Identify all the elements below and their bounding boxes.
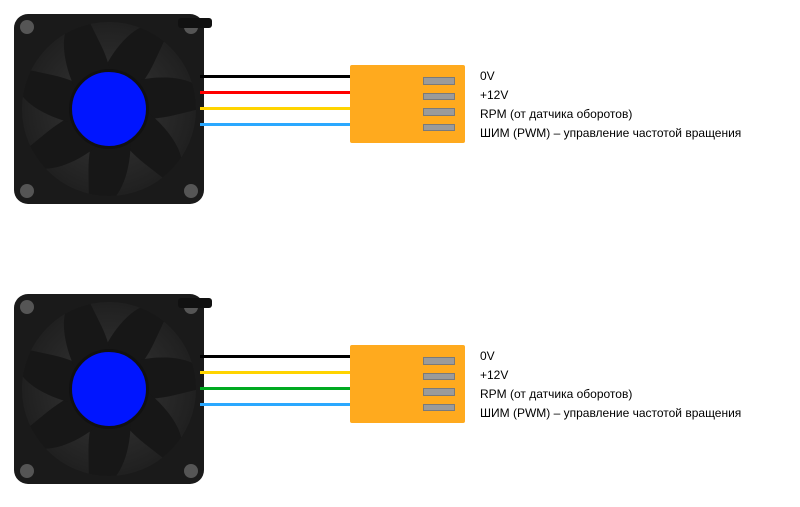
fan-mount-hole xyxy=(20,464,34,478)
connector-pin xyxy=(423,404,455,412)
connector-pin xyxy=(423,373,455,381)
wire-bottom-3 xyxy=(200,403,354,406)
pin-label: 0V xyxy=(480,349,741,363)
pin-label: ШИМ (PWM) – управление частотой вращения xyxy=(480,406,741,420)
fan-hub xyxy=(69,69,149,149)
connector-pins xyxy=(423,353,455,415)
fan-mount-hole xyxy=(20,184,34,198)
wire-top-3 xyxy=(200,123,354,126)
pin-label: ШИМ (PWM) – управление частотой вращения xyxy=(480,126,741,140)
fan-top xyxy=(14,14,204,204)
connector-pin xyxy=(423,93,455,101)
connector-pin xyxy=(423,124,455,132)
pin-label: RPM (от датчика оборотов) xyxy=(480,107,741,121)
wire-bottom-2 xyxy=(200,387,354,390)
connector-pin xyxy=(423,77,455,85)
connector-pin xyxy=(423,388,455,396)
pin-label: +12V xyxy=(480,368,741,382)
connector-pin xyxy=(423,108,455,116)
pin-label: RPM (от датчика оборотов) xyxy=(480,387,741,401)
fan-bottom xyxy=(14,294,204,484)
pin-label: +12V xyxy=(480,88,741,102)
fan-connector-bottom xyxy=(350,345,465,423)
wire-bottom-0 xyxy=(200,355,354,358)
wire-top-1 xyxy=(200,91,354,94)
wire-top-0 xyxy=(200,75,354,78)
fan-ring xyxy=(22,22,196,196)
fan-mount-hole xyxy=(20,300,34,314)
wire-bottom-1 xyxy=(200,371,354,374)
connector-pin xyxy=(423,357,455,365)
fan-mount-hole xyxy=(20,20,34,34)
pin-label: 0V xyxy=(480,69,741,83)
fan-connector-top xyxy=(350,65,465,143)
connector-pins xyxy=(423,73,455,135)
fan-hub xyxy=(69,349,149,429)
pin-labels-bottom: 0V +12V RPM (от датчика оборотов) ШИМ (PWM)… xyxy=(480,346,741,422)
fan-ring xyxy=(22,302,196,476)
cable-bundle-bottom xyxy=(178,298,212,308)
fan-mount-hole xyxy=(184,464,198,478)
fan-mount-hole xyxy=(184,184,198,198)
cable-bundle-top xyxy=(178,18,212,28)
pin-labels-top: 0V +12V RPM (от датчика оборотов) ШИМ (PWM)… xyxy=(480,66,741,142)
wire-top-2 xyxy=(200,107,354,110)
